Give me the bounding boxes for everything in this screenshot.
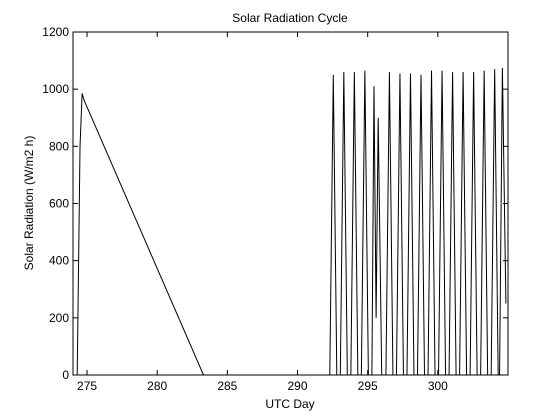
- y-tick-label: 400: [49, 254, 69, 268]
- chart-title: Solar Radiation Cycle: [232, 11, 348, 25]
- y-tick-label: 0: [62, 368, 69, 382]
- plot-area: [72, 31, 509, 376]
- x-tick-label: 275: [77, 379, 97, 393]
- y-tick-label: 200: [49, 311, 69, 325]
- x-axis-label: UTC Day: [265, 397, 314, 411]
- y-tick-label: 1000: [42, 82, 69, 96]
- series-line-0: [76, 67, 507, 376]
- x-tick-label: 295: [358, 379, 378, 393]
- x-tick-label: 280: [147, 379, 167, 393]
- x-tick-label: 290: [288, 379, 308, 393]
- x-axis: 275 280 285 290 295 300: [77, 32, 448, 393]
- x-tick-label: 300: [428, 379, 448, 393]
- y-tick-label: 1200: [42, 25, 69, 39]
- x-tick-label: 285: [217, 379, 237, 393]
- y-axis: 0 200 400 600 800 1000 1200: [42, 25, 508, 382]
- y-tick-label: 600: [49, 197, 69, 211]
- series-layer: [76, 67, 507, 376]
- y-axis-label: Solar Radiation (W/m2 h): [22, 136, 36, 271]
- y-tick-label: 800: [49, 139, 69, 153]
